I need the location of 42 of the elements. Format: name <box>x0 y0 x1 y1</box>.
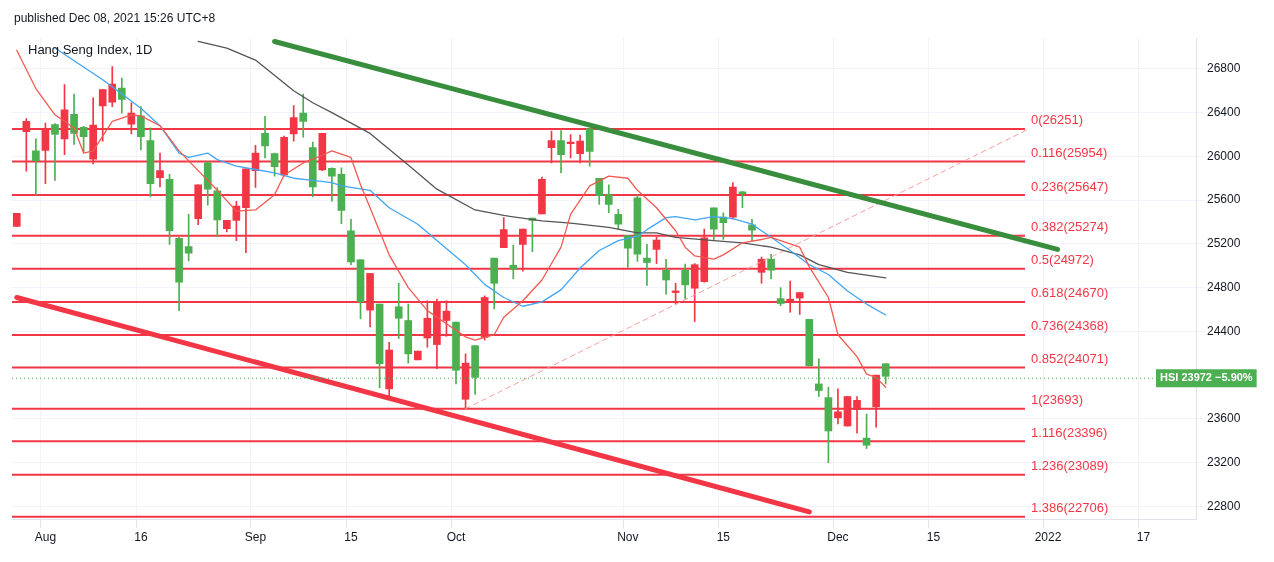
ref-line-label: 0.736(24368) <box>1031 318 1109 334</box>
ref-line-label: 0.618(24670) <box>1031 285 1109 301</box>
candlestick <box>643 244 651 286</box>
x-tick-label: Nov <box>617 530 639 545</box>
candlestick <box>394 282 403 339</box>
y-tick-label: 22800 <box>1207 498 1241 513</box>
x-tick-label: Oct <box>446 530 466 545</box>
candlestick <box>32 138 40 195</box>
ref-line-label: 1(23693) <box>1031 392 1084 408</box>
ref-line-label: 0.5(24972) <box>1031 252 1094 268</box>
ref-line-label: HSI 23972 −5.90% <box>1160 371 1253 384</box>
candlestick <box>299 93 308 138</box>
x-tick-label: Sep <box>244 530 267 545</box>
x-tick-label: 15 <box>344 530 358 545</box>
ref-line-label: 0.116(25954) <box>1031 144 1108 160</box>
chart-title: Hang Seng Index, 1D <box>28 42 153 57</box>
x-tick-label: Aug <box>34 530 57 545</box>
ref-line-label: 0.852(24071) <box>1031 350 1109 366</box>
x-tick-label: 17 <box>1136 530 1151 545</box>
ref-line-label: 1.386(22706) <box>1031 500 1109 516</box>
text: published Dec 08, 2021 15:26 UTC+8 <box>14 11 216 25</box>
y-tick-label: 23200 <box>1207 455 1241 470</box>
x-tick-label: 15 <box>716 530 731 545</box>
candlestick <box>509 244 518 280</box>
y-tick-label: 24400 <box>1207 323 1241 338</box>
x-tick-label: Dec <box>827 530 849 545</box>
y-tick-label: 25600 <box>1207 192 1241 207</box>
ref-line-label: 1.116(23396) <box>1031 424 1108 440</box>
y-tick-label: 25200 <box>1207 236 1241 251</box>
y-tick-label: 24800 <box>1207 279 1241 294</box>
x-tick-label: 2022 <box>1034 530 1062 545</box>
y-tick-label: 26800 <box>1207 61 1241 76</box>
y-tick-label: 23600 <box>1207 411 1241 426</box>
x-tick-label: 15 <box>926 530 941 545</box>
ref-line-label: 0.236(25647) <box>1031 178 1109 194</box>
ref-line-label: 0(26251) <box>1031 112 1084 128</box>
y-tick-label: 26400 <box>1207 104 1241 119</box>
y-tick-label: 26000 <box>1207 148 1241 163</box>
candlestick <box>51 123 59 181</box>
ref-line-label: 1.236(23089) <box>1031 458 1109 474</box>
x-tick-label: 16 <box>134 530 148 545</box>
ref-line-label: 0.382(25274) <box>1031 219 1109 235</box>
